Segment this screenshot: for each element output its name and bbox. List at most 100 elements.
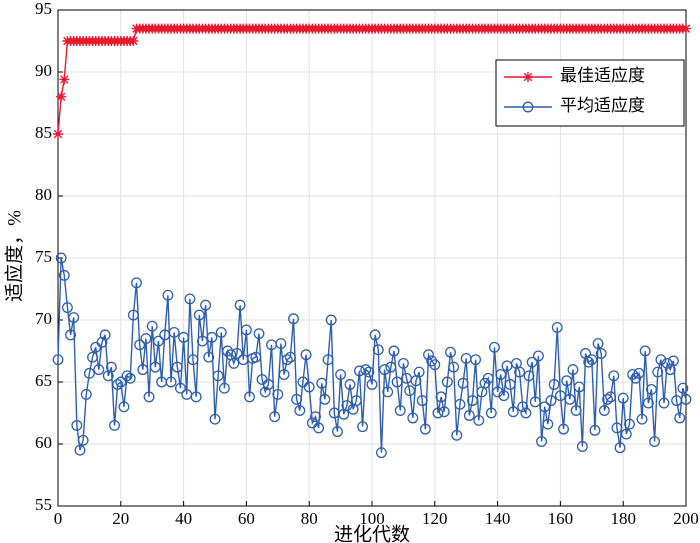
circle-marker (655, 354, 667, 366)
circle-marker (561, 375, 573, 387)
circle-marker (369, 329, 381, 341)
circle-marker (617, 392, 629, 404)
circle-marker (240, 324, 252, 336)
circle-marker (413, 366, 425, 378)
circle-marker (112, 379, 124, 390)
circle-marker (589, 424, 601, 436)
circle-marker (445, 346, 456, 358)
circle-marker (602, 393, 613, 405)
circle-marker (536, 436, 548, 447)
circle-marker (272, 388, 284, 400)
circle-marker (614, 442, 626, 454)
circle-marker (335, 369, 347, 381)
circle-marker (206, 331, 218, 343)
circle-marker (269, 411, 281, 423)
circle-marker (567, 364, 579, 376)
circle-marker (388, 345, 400, 357)
x-tick-label: 40 (175, 509, 192, 528)
circle-marker (109, 419, 120, 431)
circle-marker (407, 412, 419, 424)
circle-marker (611, 422, 623, 434)
star-marker (53, 129, 63, 139)
circle-marker (187, 354, 199, 366)
legend-label: 最佳适应度 (560, 66, 645, 85)
circle-marker (504, 379, 516, 390)
circle-marker (470, 354, 482, 366)
star-marker (128, 36, 139, 46)
x-tick-label: 80 (301, 509, 318, 528)
circle-marker (178, 331, 190, 343)
circle-marker (382, 386, 394, 398)
circle-marker (627, 369, 639, 381)
circle-marker (473, 414, 485, 426)
circle-marker (74, 444, 86, 456)
circle-marker (165, 376, 177, 388)
star-marker (56, 91, 67, 102)
circle-marker (498, 390, 510, 402)
legend-label: 平均适应度 (560, 96, 645, 115)
y-tick-label: 80 (35, 185, 52, 204)
y-tick-label: 85 (35, 123, 52, 142)
circle-marker (523, 370, 535, 382)
circle-marker (404, 385, 416, 397)
circle-marker (419, 423, 431, 435)
x-axis-title: 进化代数 (334, 523, 410, 543)
circle-marker (105, 361, 117, 373)
circle-marker (482, 372, 494, 384)
circle-marker (652, 366, 664, 378)
circle-marker (467, 395, 478, 407)
circle-marker (325, 314, 337, 326)
circle-marker (244, 391, 255, 403)
circle-marker (115, 376, 127, 388)
circle-marker (316, 377, 328, 389)
circle-marker (83, 367, 95, 379)
legend-box (495, 59, 685, 127)
circle-marker (350, 395, 362, 407)
circle-marker (586, 354, 598, 366)
circle-marker (441, 376, 453, 388)
circle-marker (375, 447, 387, 459)
circle-marker (391, 376, 403, 388)
circle-marker (131, 277, 142, 289)
circle-marker (463, 410, 475, 421)
circle-marker (674, 412, 686, 424)
circle-marker (203, 351, 215, 363)
circle-marker (363, 366, 375, 378)
circle-marker (573, 381, 585, 393)
circle-marker (228, 357, 240, 369)
circle-marker (532, 350, 544, 362)
y-tick-label: 55 (35, 495, 52, 514)
circle-marker (58, 269, 70, 281)
circle-marker (605, 391, 617, 403)
circle-marker (620, 428, 632, 440)
legend-marker (522, 101, 534, 113)
circle-marker (96, 336, 108, 348)
circle-marker (93, 364, 105, 376)
circle-marker (576, 441, 588, 452)
circle-marker (184, 293, 196, 305)
circle-marker (118, 401, 130, 413)
circle-marker (570, 405, 582, 416)
circle-marker (545, 395, 557, 407)
legend-marker (523, 72, 533, 82)
circle-marker (554, 390, 566, 402)
circle-marker (551, 321, 563, 333)
circle-marker (278, 369, 290, 381)
series-line (57, 257, 687, 453)
circle-marker (341, 400, 353, 412)
circle-marker (526, 356, 538, 368)
circle-marker (529, 396, 541, 408)
x-tick-label: 60 (238, 509, 255, 528)
y-tick-label: 90 (35, 61, 52, 80)
circle-marker (61, 302, 73, 314)
circle-marker (193, 309, 205, 321)
circle-marker (332, 426, 343, 438)
circle-marker (636, 413, 648, 425)
circle-marker (517, 401, 529, 413)
x-tick-label: 20 (112, 509, 129, 528)
circle-marker (175, 382, 186, 394)
circle-marker (394, 405, 406, 416)
x-tick-label: 140 (485, 509, 511, 528)
x-tick-label: 200 (673, 509, 699, 528)
